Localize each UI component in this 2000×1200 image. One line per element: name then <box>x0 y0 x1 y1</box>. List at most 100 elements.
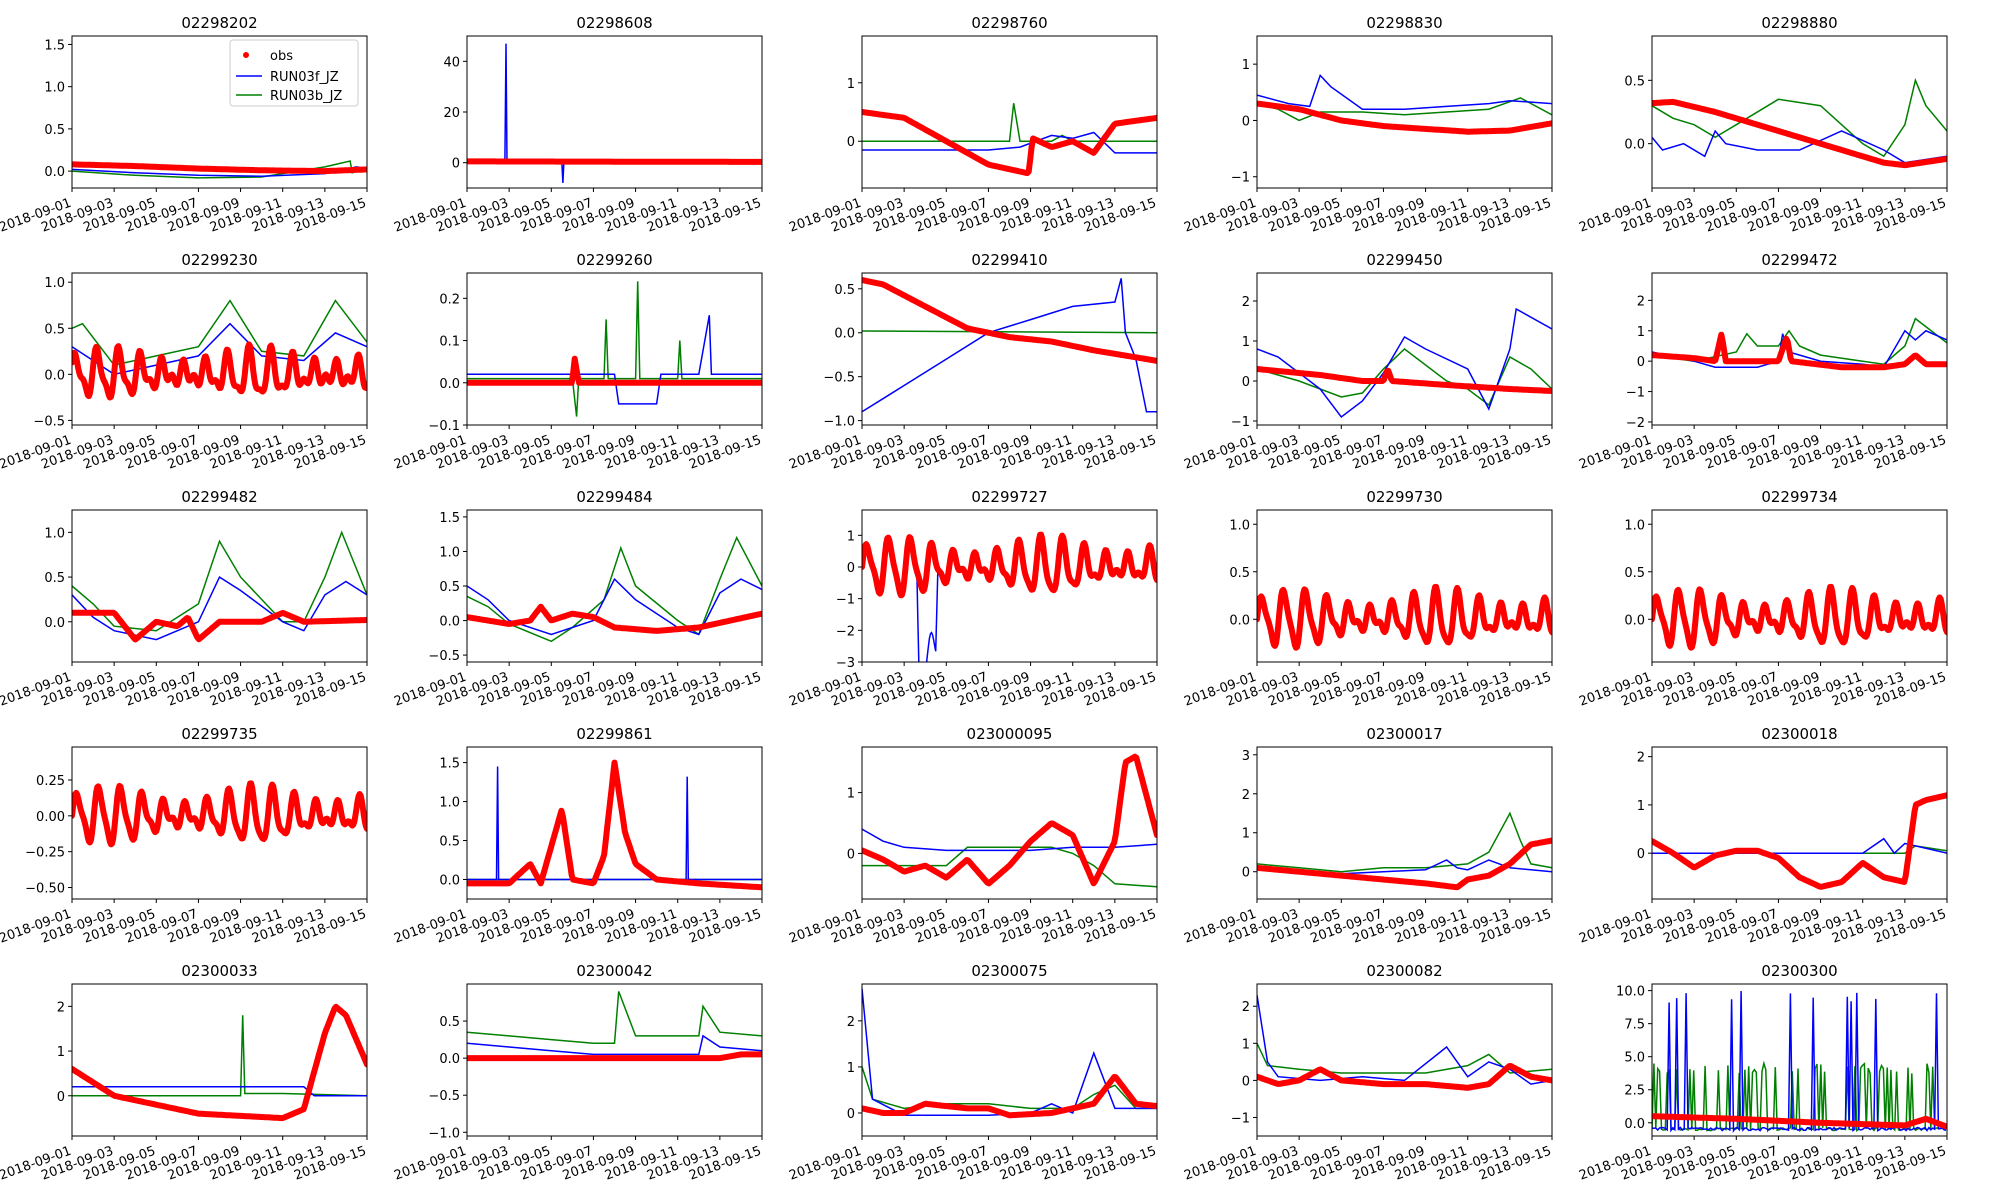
y-tick-label: 2 <box>1637 751 1645 766</box>
series-line-RUN03b_JZ <box>1652 1060 1947 1133</box>
plot-area <box>467 535 762 643</box>
plot-area <box>72 780 367 848</box>
subplot-02298760: 02298760012018-09-012018-09-032018-09-05… <box>787 14 1158 236</box>
subplot-title: 02299861 <box>576 725 652 743</box>
axes-frame <box>71 509 368 663</box>
axes-frame <box>861 983 1158 1137</box>
y-tick-label: −0.5 <box>428 649 460 664</box>
axes-frame <box>466 983 763 1137</box>
subplot-title: 02299482 <box>181 488 257 506</box>
axes-frame <box>71 35 368 189</box>
series-line-RUN03f_JZ <box>862 278 1157 413</box>
series-obs <box>862 753 1157 887</box>
subplot-02298830: 02298830−1012018-09-012018-09-032018-09-… <box>1182 14 1553 236</box>
subplot-02299734: 022997340.00.51.02018-09-012018-09-03201… <box>1577 488 1948 710</box>
subplot-title: 02299735 <box>181 725 257 743</box>
subplot-title: 02300018 <box>1761 725 1837 743</box>
series-line-RUN03f_JZ <box>862 131 1157 154</box>
y-tick-label: 1 <box>847 77 855 92</box>
y-tick-label: 0 <box>847 135 855 150</box>
subplot-02299730: 022997300.00.51.02018-09-012018-09-03201… <box>1182 488 1553 710</box>
y-tick-label: −1 <box>1231 1111 1250 1126</box>
y-tick-label: 0.5 <box>834 283 855 298</box>
series-obs <box>862 277 1157 364</box>
y-tick-label: 5.0 <box>1624 1051 1645 1066</box>
y-tick-label: 0.5 <box>439 835 460 850</box>
legend-label-obs: obs <box>270 49 293 64</box>
y-tick-label: 1 <box>1242 335 1250 350</box>
plot-area <box>1257 994 1552 1091</box>
series-line-RUN03f_JZ <box>467 1034 762 1056</box>
y-tick-label: 0 <box>1242 1074 1250 1089</box>
subplot-02299450: 02299450−10122018-09-012018-09-032018-09… <box>1182 251 1553 473</box>
axes-frame <box>1651 35 1948 189</box>
subplot-02299484: 02299484−0.50.00.51.01.52018-09-012018-0… <box>392 488 763 710</box>
y-tick-label: 1 <box>1637 325 1645 340</box>
legend: obs RUN03f_JZ RUN03b_JZ <box>229 39 359 107</box>
y-tick-label: 1.0 <box>1229 518 1250 533</box>
subplot-title: 02299730 <box>1366 488 1442 506</box>
subplot-02299861: 022998610.00.51.01.52018-09-012018-09-03… <box>392 725 763 947</box>
y-tick-label: 1.5 <box>439 511 460 526</box>
y-tick-label: 0.0 <box>439 1052 460 1067</box>
series-obs <box>1652 1113 1947 1130</box>
y-tick-label: 1 <box>1242 1037 1250 1052</box>
y-tick-label: 0.0 <box>1624 138 1645 153</box>
y-tick-label: −1.0 <box>428 1126 460 1141</box>
series-line-RUN03b_JZ <box>72 530 367 632</box>
y-tick-label: −0.25 <box>25 846 65 861</box>
y-tick-label: 1.5 <box>439 757 460 772</box>
subplot-title: 02299472 <box>1761 251 1837 269</box>
axes-frame <box>1651 509 1948 663</box>
y-tick-label: 0 <box>452 157 460 172</box>
series-obs <box>862 109 1157 177</box>
subplot-title: 023000095 <box>967 725 1053 743</box>
y-tick-label: 0.5 <box>439 580 460 595</box>
subplot-02300018: 023000180122018-09-012018-09-032018-09-0… <box>1577 725 1948 947</box>
series-obs <box>862 531 1157 599</box>
y-tick-label: 1 <box>1637 799 1645 814</box>
subplot-title: 02298760 <box>971 14 1047 32</box>
series-line-RUN03b_JZ <box>862 330 1157 334</box>
y-tick-label: −1 <box>1626 386 1645 401</box>
y-tick-label: −0.1 <box>428 419 460 434</box>
plot-area <box>467 759 762 891</box>
series-line-RUN03b_JZ <box>1652 317 1947 365</box>
y-tick-label: 1 <box>57 1045 65 1060</box>
series-line-RUN03f_JZ <box>1652 329 1947 369</box>
y-tick-label: 2 <box>1242 788 1250 803</box>
y-tick-label: 0 <box>1242 114 1250 129</box>
y-tick-label: 3 <box>1242 749 1250 764</box>
series-line-RUN03b_JZ <box>1257 97 1552 122</box>
series-line-RUN03b_JZ <box>862 1066 1157 1110</box>
y-tick-label: 0 <box>847 1107 855 1122</box>
series-line-RUN03f_JZ <box>467 315 762 405</box>
y-tick-label: 0 <box>847 847 855 862</box>
y-tick-label: 0 <box>847 561 855 576</box>
y-tick-label: 0.0 <box>439 615 460 630</box>
series-obs <box>1257 583 1552 651</box>
subplot-02300075: 023000750122018-09-012018-09-032018-09-0… <box>787 962 1158 1184</box>
series-obs <box>1652 331 1947 371</box>
y-tick-label: 2 <box>57 1000 65 1015</box>
subplot-title: 02300300 <box>1761 962 1837 980</box>
subplot-02298608: 02298608020402018-09-012018-09-032018-09… <box>392 14 763 236</box>
subplot-title: 02298202 <box>181 14 257 32</box>
y-tick-label: 2 <box>1242 1000 1250 1015</box>
series-obs <box>1652 792 1947 890</box>
axes-frame <box>1256 509 1553 663</box>
axes-frame <box>466 746 763 900</box>
subplot-title: 02299260 <box>576 251 652 269</box>
plot-area <box>72 160 367 179</box>
plot-area <box>1257 73 1552 135</box>
axes-frame <box>1256 272 1553 426</box>
subplot-title: 02300042 <box>576 962 652 980</box>
series-obs <box>467 603 762 634</box>
series-obs <box>72 609 367 643</box>
plot-area <box>1652 990 1947 1133</box>
subplot-02299230: 02299230−0.50.00.51.02018-09-012018-09-0… <box>0 251 368 473</box>
y-tick-label: 0.5 <box>439 1015 460 1030</box>
plot-area <box>72 299 367 401</box>
series-obs <box>1257 1063 1552 1091</box>
series-obs <box>467 759 762 891</box>
